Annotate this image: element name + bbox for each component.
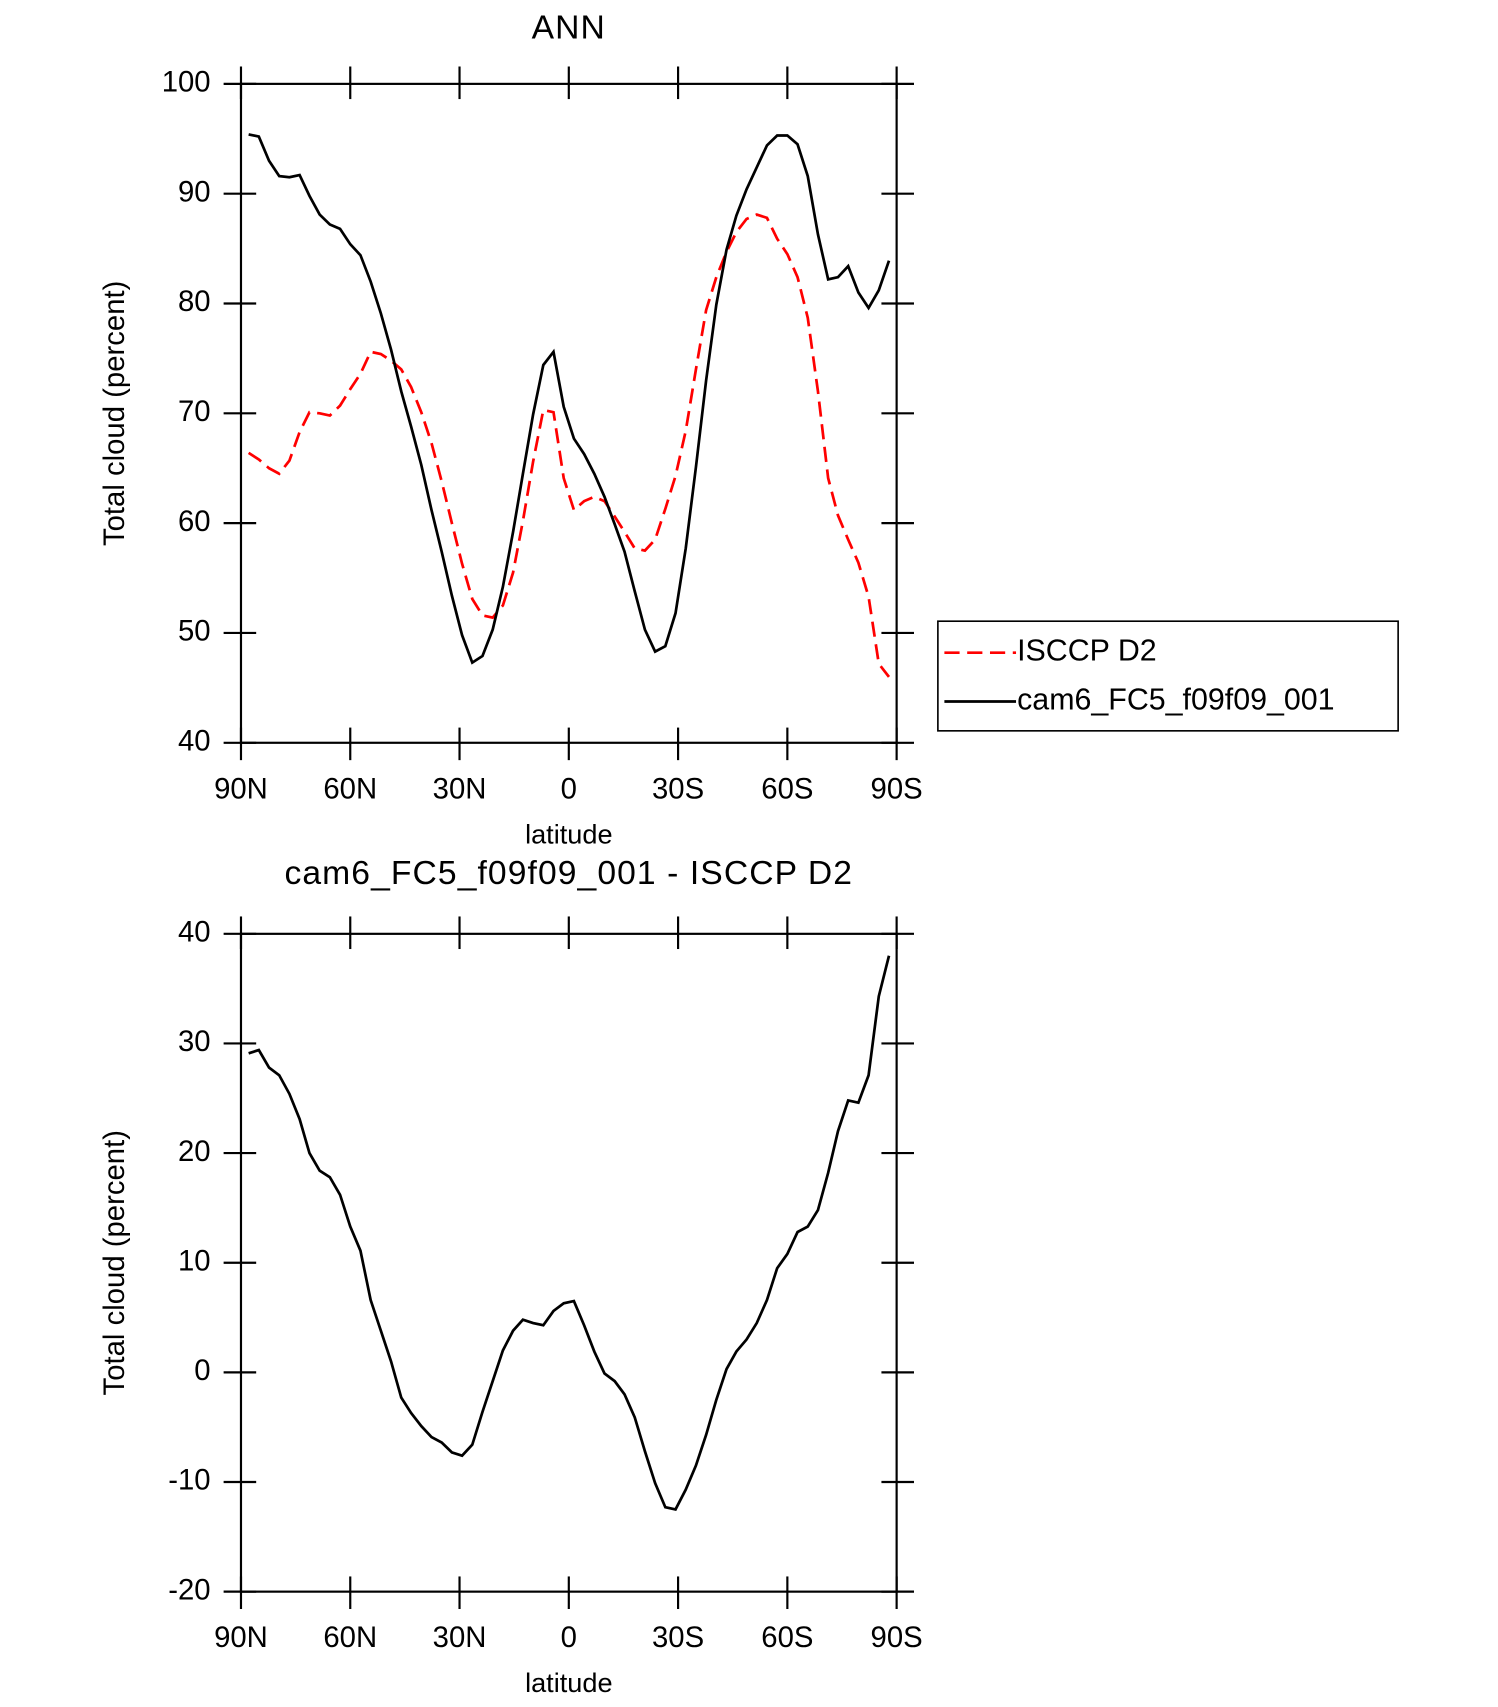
legend-box: [937, 620, 1399, 732]
x-tick-label: 60S: [761, 772, 813, 805]
x-axis-label: latitude: [525, 1667, 612, 1698]
y-tick-label: 10: [178, 1244, 211, 1277]
x-tick-label: 60N: [323, 772, 377, 805]
x-axis-label: latitude: [525, 818, 612, 849]
legend-label: cam6_FC5_f09f09_001: [1017, 683, 1334, 717]
x-tick-label: 30N: [433, 772, 487, 805]
x-tick-label: 30S: [652, 1621, 704, 1654]
y-tick-label: 40: [178, 725, 211, 758]
y-tick-label: 70: [178, 395, 211, 428]
x-tick-label: 90S: [871, 772, 923, 805]
x-tick-label: 30S: [652, 772, 704, 805]
y-tick-label: 80: [178, 285, 211, 318]
y-tick-label: 30: [178, 1025, 211, 1058]
y-tick-label: 0: [194, 1354, 210, 1387]
x-tick-label: 90N: [214, 1621, 268, 1654]
x-tick-label: 0: [561, 772, 577, 805]
data-line: [248, 133, 891, 665]
x-tick-label: 90S: [871, 1621, 923, 1654]
x-tick-label: 60N: [323, 1621, 377, 1654]
y-tick-label: 20: [178, 1135, 211, 1168]
y-tick-label: 100: [162, 66, 211, 99]
chart-title: ANN: [532, 9, 606, 46]
x-tick-label: 30N: [433, 1621, 487, 1654]
y-tick-label: 90: [178, 175, 211, 208]
x-tick-label: 0: [561, 1621, 577, 1654]
y-axis-label: Total cloud (percent): [98, 1130, 131, 1395]
y-tick-label: 50: [178, 615, 211, 648]
plot-frame: [239, 932, 898, 1593]
y-axis-label: Total cloud (percent): [98, 281, 131, 546]
data-line: [248, 955, 891, 1511]
x-tick-label: 60S: [761, 1621, 813, 1654]
y-tick-label: -10: [168, 1464, 210, 1497]
y-tick-label: 60: [178, 505, 211, 538]
plot-frame: [239, 82, 898, 744]
y-tick-label: 40: [178, 916, 211, 949]
legend-label: ISCCP D2: [1017, 634, 1157, 668]
chart-title: cam6_FC5_f09f09_001 - ISCCP D2: [284, 855, 853, 892]
y-tick-label: -20: [168, 1573, 210, 1606]
x-tick-label: 90N: [214, 772, 268, 805]
data-line: [247, 213, 891, 678]
